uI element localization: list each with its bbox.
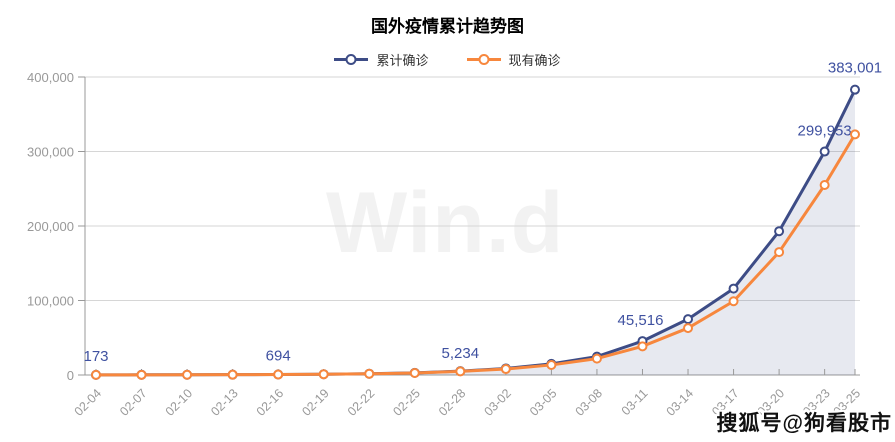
data-point-active[interactable] <box>364 368 375 379</box>
series-line-active <box>94 132 857 377</box>
x-axis-label: 03-14 <box>664 386 697 419</box>
data-label: 5,234 <box>442 345 480 362</box>
data-point-active[interactable] <box>637 341 648 352</box>
x-axis-label: 02-13 <box>208 386 241 419</box>
data-point-active[interactable] <box>182 369 193 380</box>
x-axis-label: 03-02 <box>481 386 514 419</box>
x-axis-label: 02-07 <box>117 386 150 419</box>
data-label: 383,001 <box>828 60 882 77</box>
data-point-active[interactable] <box>136 369 147 380</box>
data-point-active[interactable] <box>683 323 694 334</box>
legend-item-active[interactable]: 现有确诊 <box>466 50 561 69</box>
y-axis-label: 0 <box>67 368 74 383</box>
data-point-active[interactable] <box>500 364 511 375</box>
y-axis-label: 400,000 <box>27 70 74 85</box>
y-axis-label: 300,000 <box>27 145 74 160</box>
data-point-active[interactable] <box>850 129 860 140</box>
legend: 累计确诊 现有确诊 <box>0 50 895 69</box>
data-label: 45,516 <box>618 312 664 329</box>
x-axis-label: 02-16 <box>254 386 287 419</box>
x-axis-label: 03-05 <box>527 386 560 419</box>
x-axis-label: 02-22 <box>345 386 378 419</box>
x-axis-label: 02-04 <box>72 386 105 419</box>
data-label: 694 <box>266 347 291 364</box>
data-point-active[interactable] <box>455 366 466 377</box>
data-point-active[interactable] <box>819 180 830 191</box>
data-point-cumulative[interactable] <box>728 283 739 294</box>
data-point-active[interactable] <box>591 353 602 364</box>
data-point-cumulative[interactable] <box>774 226 785 237</box>
data-point-active[interactable] <box>227 369 238 380</box>
area-fill <box>96 89 855 376</box>
data-label: 299,953 <box>798 123 852 140</box>
data-point-active[interactable] <box>774 247 785 258</box>
data-point-cumulative[interactable] <box>850 84 860 95</box>
data-point-cumulative[interactable] <box>819 146 830 157</box>
wind-watermark: Win.d <box>326 175 565 271</box>
data-point-cumulative[interactable] <box>683 314 694 325</box>
data-point-active[interactable] <box>318 369 329 380</box>
data-point-active[interactable] <box>91 369 101 380</box>
data-point-active[interactable] <box>546 359 557 370</box>
data-point-active[interactable] <box>273 369 284 380</box>
cumulative-line-legend-marker-icon <box>334 54 369 65</box>
data-label: 173 <box>83 348 108 365</box>
x-axis-label: 02-28 <box>436 386 469 419</box>
x-axis-label: 03-11 <box>619 386 651 418</box>
sohu-watermark: 搜狐号@狗看股市 <box>716 412 892 435</box>
legend-item-cumulative[interactable]: 累计确诊 <box>334 50 429 69</box>
x-axis-label: 02-10 <box>163 386 196 419</box>
data-point-active[interactable] <box>728 296 739 307</box>
legend-label-cumulative: 累计确诊 <box>376 53 429 68</box>
chart-title: 国外疫情累计趋势图 <box>371 17 524 36</box>
data-point-active[interactable] <box>409 368 420 379</box>
active-line-legend-marker-icon <box>466 54 501 65</box>
y-axis-label: 100,000 <box>27 294 74 309</box>
legend-label-active: 现有确诊 <box>508 53 561 68</box>
x-axis-label: 03-08 <box>573 386 606 419</box>
x-axis-label: 02-25 <box>390 386 423 419</box>
y-axis-label: 200,000 <box>27 219 74 234</box>
x-axis-label: 02-19 <box>299 386 332 419</box>
